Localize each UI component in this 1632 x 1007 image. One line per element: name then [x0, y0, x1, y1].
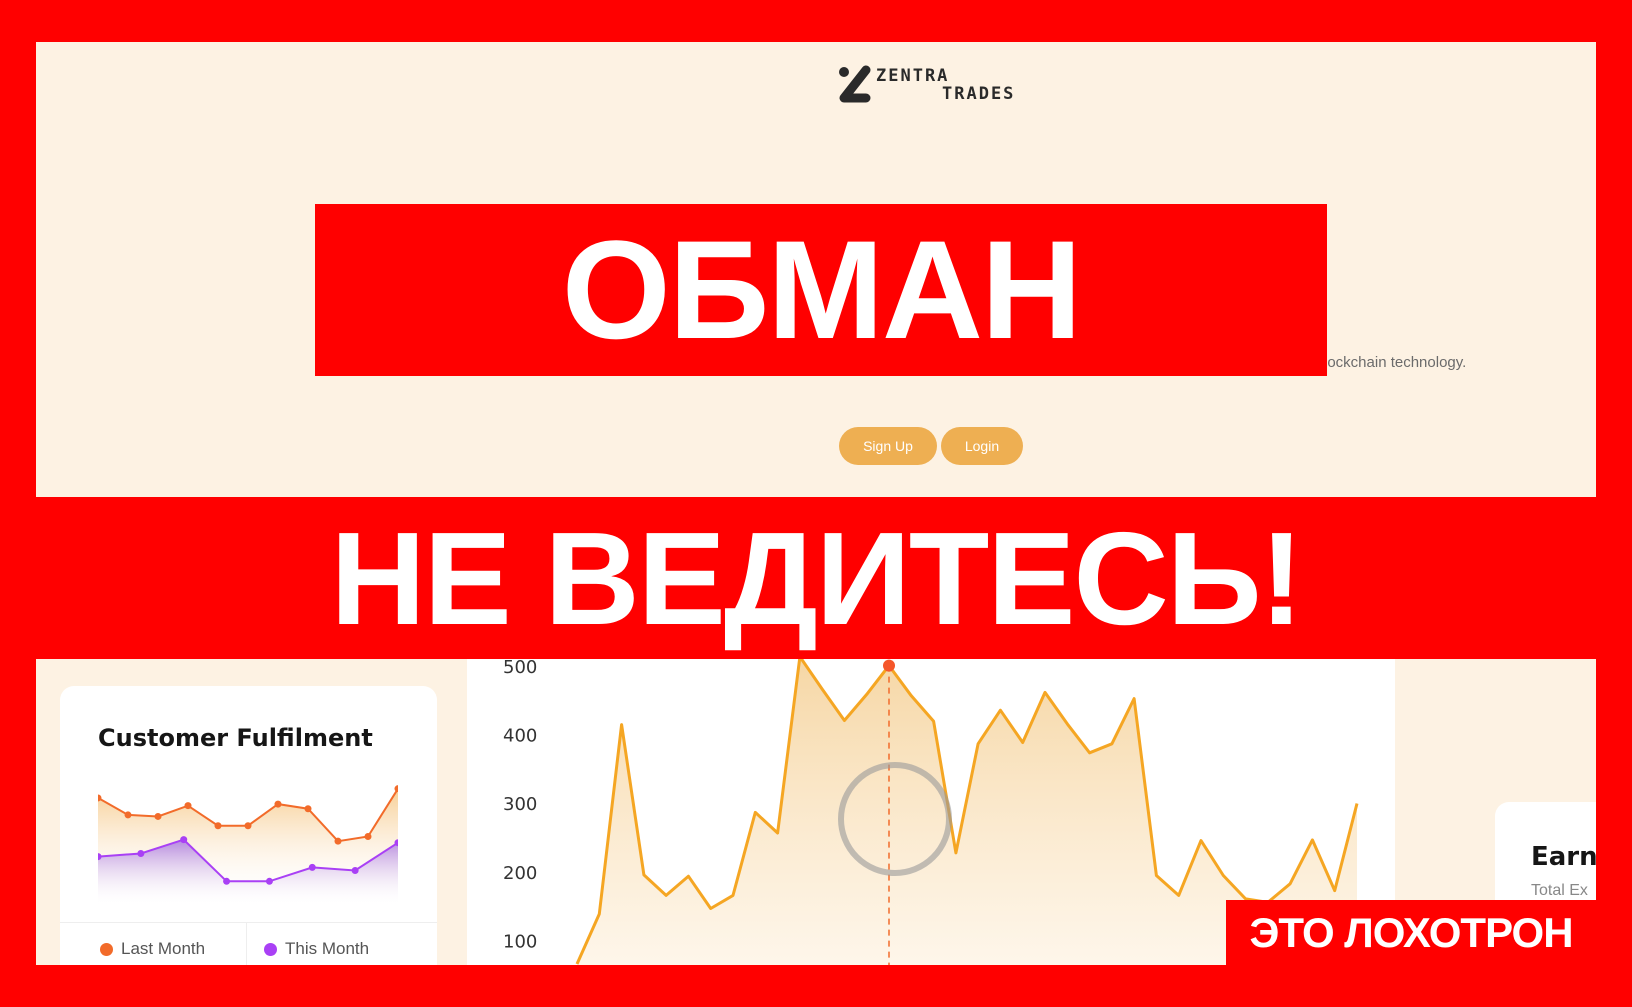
legend-dot [264, 942, 277, 956]
y-tick-label: 400 [503, 726, 537, 747]
series-line [98, 838, 398, 883]
data-point [180, 836, 188, 844]
hero-tagline: lockchain technology. [1324, 354, 1467, 371]
legend-this-month: This Month [264, 939, 369, 959]
series-area [577, 659, 1357, 965]
data-point [244, 822, 252, 830]
earnings-title: Earni [1531, 842, 1596, 872]
card-title: Customer Fulfilment [98, 724, 373, 752]
data-point [98, 853, 102, 861]
data-point [394, 785, 398, 793]
legend-last-month: Last Month [100, 939, 205, 959]
data-point [154, 812, 162, 820]
logo-mark-icon [839, 65, 871, 103]
series-line [575, 659, 1359, 965]
y-tick-label: 200 [503, 863, 537, 884]
data-point [334, 837, 342, 845]
data-point [351, 866, 359, 874]
data-point [98, 794, 102, 802]
data-point [304, 805, 312, 813]
data-point [364, 833, 372, 841]
warning-banner-band: НЕ ВЕДИТЕСЬ! [330, 504, 1303, 652]
data-point [274, 800, 282, 808]
watermark-icon [838, 762, 952, 876]
legend-label: This Month [285, 939, 370, 958]
data-point [137, 850, 145, 858]
series-area [98, 839, 398, 906]
chart-legend: Last Month This Month [60, 922, 437, 965]
data-point [265, 877, 273, 885]
legend-dot [100, 942, 113, 956]
customer-fulfilment-chart [98, 785, 398, 906]
data-point [214, 822, 222, 830]
logo-text-1: ZENTRA [876, 66, 950, 86]
highlight-point [883, 659, 895, 672]
y-tick-label: 300 [503, 794, 537, 815]
dashboard-preview: Customer Fulfilment Last Month This Mont… [36, 659, 1596, 965]
y-tick-label: 100 [503, 931, 537, 952]
data-point [124, 811, 132, 819]
y-tick-label: 500 [503, 659, 537, 678]
earnings-chart-svg: 500 400 300 200 100 [503, 659, 1359, 965]
legend-label: Last Month [121, 939, 206, 958]
logo[interactable]: ZENTRA TRADES [836, 62, 1036, 112]
sign-up-button[interactable]: Sign Up [839, 427, 937, 465]
customer-fulfilment-card: Customer Fulfilment Last Month This Mont… [60, 686, 437, 965]
earnings-subtitle: Total Ex [1531, 882, 1588, 899]
logo-text-2: TRADES [942, 84, 1016, 104]
data-point [308, 863, 316, 871]
data-point [223, 877, 231, 885]
data-point [394, 839, 398, 847]
warning-banner-main: ОБМАН [315, 204, 1327, 376]
login-button[interactable]: Login [941, 427, 1023, 465]
warning-banner-corner: ЭТО ЛОХОТРОН [1226, 900, 1596, 965]
data-point [184, 802, 192, 810]
